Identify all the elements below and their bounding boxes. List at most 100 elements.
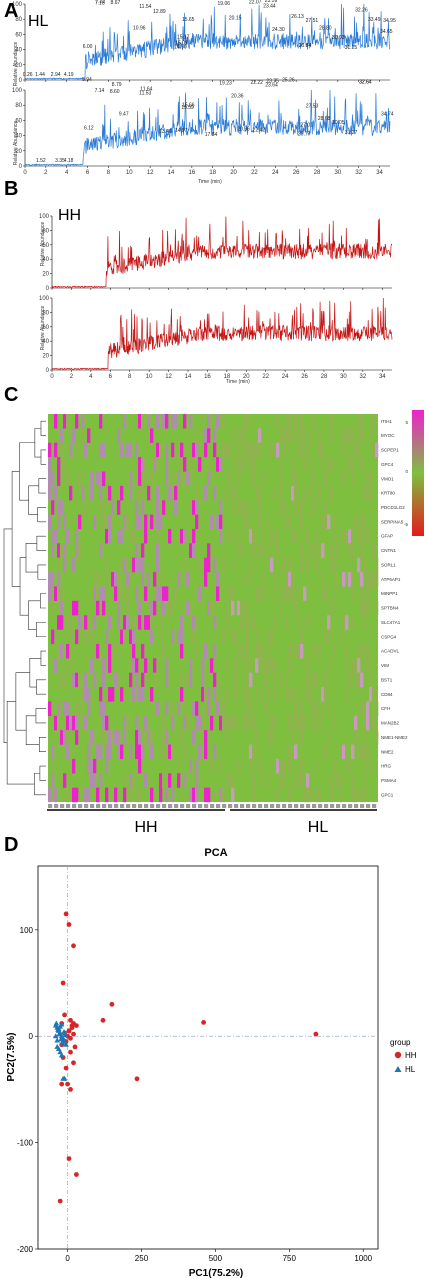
heatmap-cell (300, 643, 304, 659)
heatmap-cell (129, 787, 133, 803)
heatmap-cell (60, 586, 64, 602)
heatmap-cell (183, 414, 187, 429)
heatmap-cell (339, 773, 343, 788)
heatmap-cell (132, 629, 136, 645)
heatmap-cell (276, 442, 280, 458)
heatmap-cell (303, 457, 307, 472)
heatmap-cell (117, 672, 121, 688)
panel-b-bottom-ytick-label: 80 (42, 310, 49, 316)
heatmap-cell (153, 658, 157, 673)
heatmap-cell (321, 687, 325, 702)
heatmap-cell (321, 701, 325, 716)
heatmap-cell (276, 414, 280, 429)
heatmap-cell (366, 485, 370, 501)
panel-a-bottom-xtick-label: 16 (189, 170, 196, 176)
heatmap-cell (216, 572, 220, 587)
pca-axes: 0 250 500 750 1000 -200 -100 0 100 (17, 926, 373, 1263)
panel-b-bottom-ytick-label: 60 (42, 325, 49, 331)
panel-a-bottom-xtick-label: 32 (355, 170, 362, 176)
heatmap-cell (171, 414, 175, 429)
panel-b-bottom-ytick-label: 0 (46, 368, 50, 374)
heatmap-cell (294, 600, 298, 616)
heatmap-cell (114, 586, 118, 602)
heatmap-cell (93, 643, 97, 659)
heatmap-cell (186, 471, 190, 487)
heatmap-cell (339, 744, 343, 760)
heatmap-cell (78, 543, 82, 558)
panel-a-top-ytick-label: 20 (15, 63, 22, 69)
heatmap-cell (348, 672, 352, 688)
heatmap-cell (135, 557, 139, 573)
heatmap-cell (279, 500, 283, 515)
heatmap-cell (231, 500, 235, 515)
heatmap-cell (48, 442, 52, 458)
heatmap-cell (177, 629, 181, 645)
sample-label (306, 804, 311, 808)
heatmap-cell (57, 572, 61, 587)
heatmap-cell (114, 730, 118, 745)
panel-c-color-legend: 5 0 -5 (404, 410, 424, 536)
heatmap-cell (246, 715, 250, 731)
panel-a-top-ytick-label: 0 (19, 78, 23, 84)
heatmap-cell (99, 744, 103, 760)
heatmap-cell (84, 629, 88, 645)
heatmap-cell (258, 500, 262, 515)
sample-label (174, 804, 179, 808)
heatmap-cell (270, 557, 274, 573)
heatmap-cell (297, 643, 301, 659)
heatmap-cell (354, 514, 358, 530)
heatmap-cell (327, 514, 331, 530)
heatmap-cell (363, 600, 367, 616)
sample-label (54, 804, 59, 808)
heatmap-cell (330, 485, 334, 501)
heatmap-cell (369, 672, 373, 688)
heatmap-cell (201, 715, 205, 731)
heatmap-cell (270, 715, 274, 731)
heatmap-cell (132, 643, 136, 659)
sample-label (114, 804, 119, 808)
heatmap-cell (192, 629, 196, 645)
heatmap-cell (93, 572, 97, 587)
heatmap-cell (102, 672, 106, 688)
heatmap-cell (231, 715, 235, 731)
heatmap-cell (138, 514, 142, 530)
peak-label: 0.26 (23, 72, 33, 78)
heatmap-cell (189, 672, 193, 688)
heatmap-cell (126, 715, 130, 731)
peak-label: 4.19 (64, 72, 74, 78)
heatmap-cell (90, 615, 94, 630)
heatmap-cell (351, 528, 355, 544)
heatmap-cell (258, 442, 262, 458)
heatmap-cell (192, 730, 196, 745)
sample-label (360, 804, 365, 808)
heatmap-cell (219, 528, 223, 544)
heatmap-cell (138, 730, 142, 745)
heatmap-cell (279, 428, 283, 443)
pca-legend-hh-label: HH (405, 1051, 417, 1060)
heatmap-cell (315, 701, 319, 716)
heatmap-cell (333, 514, 337, 530)
heatmap-cell (258, 643, 262, 659)
heatmap-cell (180, 672, 184, 688)
heatmap-cell (327, 629, 331, 645)
panel-a-bottom-ytick-label: 60 (15, 118, 22, 124)
heatmap-cell (261, 658, 265, 673)
heatmap-cell (78, 672, 82, 688)
heatmap-cell (330, 557, 334, 573)
heatmap-cell (243, 442, 247, 458)
heatmap-cell (153, 672, 157, 688)
panel-b-top-axes: 0 20 40 60 80 100 (39, 214, 392, 292)
heatmap-cell (369, 485, 373, 501)
heatmap-cell (189, 457, 193, 472)
heatmap-cell (237, 643, 241, 659)
heatmap-cell (237, 457, 241, 472)
heatmap-cell (174, 414, 178, 429)
legend-tick: 5 (405, 420, 408, 425)
peak-label: 14.97 (175, 128, 188, 134)
peak-label: 15.17 (177, 35, 190, 41)
dendrogram-branch (36, 679, 46, 695)
heatmap-cell (57, 643, 61, 659)
heatmap-cell (120, 528, 124, 544)
heatmap-cell (51, 773, 55, 788)
heatmap-cell (201, 658, 205, 673)
